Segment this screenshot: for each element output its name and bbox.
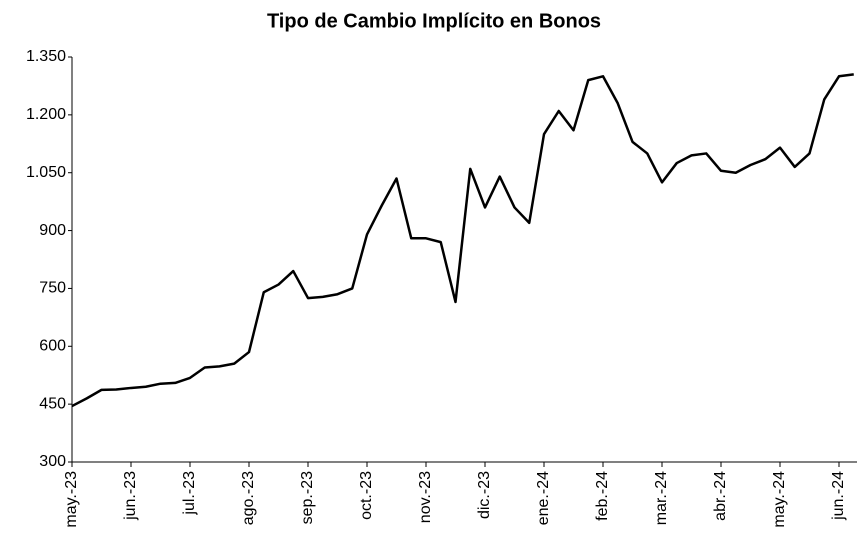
x-tick-label: nov.-23 <box>417 471 434 523</box>
x-tick-label: ene.-24 <box>535 471 552 525</box>
x-tick-label: sep.-23 <box>299 471 316 524</box>
x-tick-label: may.-23 <box>63 471 80 528</box>
y-tick-label: 900 <box>39 222 66 239</box>
chart-title: Tipo de Cambio Implícito en Bonos <box>267 10 601 32</box>
x-tick-label: abr.-24 <box>712 471 729 521</box>
y-tick-label: 600 <box>39 338 66 355</box>
y-tick-label: 1.350 <box>26 48 66 65</box>
y-tick-label: 1.050 <box>26 164 66 181</box>
x-tick-label: ago.-23 <box>240 471 257 525</box>
y-tick-label: 300 <box>39 453 66 470</box>
y-tick-label: 1.200 <box>26 106 66 123</box>
x-tick-label: mar.-24 <box>653 471 670 525</box>
y-tick-label: 450 <box>39 395 66 412</box>
y-tick-label: 750 <box>39 280 66 297</box>
x-tick-label: feb.-24 <box>594 471 611 521</box>
x-tick-label: jul.-23 <box>181 471 198 516</box>
x-tick-label: oct.-23 <box>358 471 375 520</box>
x-tick-label: may.-24 <box>771 471 788 528</box>
x-tick-label: jun.-24 <box>830 471 847 521</box>
x-tick-label: dic.-23 <box>476 471 493 519</box>
x-tick-label: jun.-23 <box>122 471 139 521</box>
data-line <box>71 73 854 408</box>
